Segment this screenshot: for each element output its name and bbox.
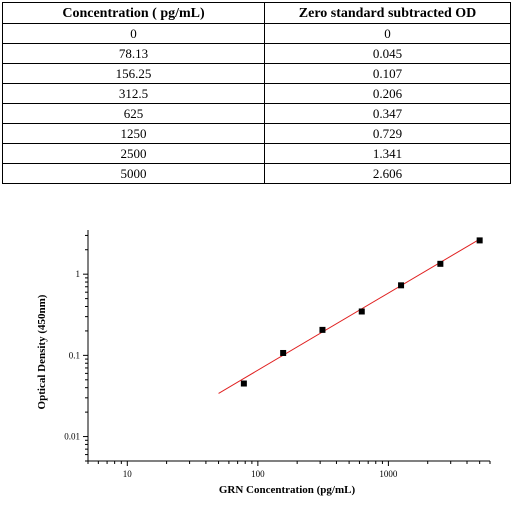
header-od: Zero standard subtracted OD <box>264 2 511 24</box>
cell-concentration: 78.13 <box>2 43 265 64</box>
axes: 10 100 1000 0.01 0.1 1 <box>64 230 491 479</box>
cell-od: 0.107 <box>264 63 511 84</box>
cell-od: 0 <box>264 23 511 44</box>
cell-od: 0.729 <box>264 123 511 144</box>
cell-concentration: 312.5 <box>2 83 265 104</box>
cell-od: 1.341 <box>264 143 511 164</box>
data-point <box>476 237 483 244</box>
y-tick-label: 0.01 <box>64 432 80 442</box>
cell-od: 2.606 <box>264 163 511 184</box>
table-header-row: Concentration ( pg/mL) Zero standard sub… <box>2 2 511 24</box>
x-tick-label: 1000 <box>379 469 398 479</box>
table-row: 78.13 0.045 <box>2 43 511 64</box>
table-row: 5000 2.606 <box>2 163 511 184</box>
cell-od: 0.206 <box>264 83 511 104</box>
data-point <box>437 260 444 267</box>
y-tick-label: 1 <box>76 269 81 279</box>
header-concentration: Concentration ( pg/mL) <box>2 2 265 24</box>
table-row: 156.25 0.107 <box>2 63 511 84</box>
table-row: 1250 0.729 <box>2 123 511 144</box>
data-point <box>398 282 405 289</box>
data-point <box>319 326 326 333</box>
x-tick-label: 10 <box>123 469 133 479</box>
standards-table: Concentration ( pg/mL) Zero standard sub… <box>2 2 511 184</box>
cell-concentration: 2500 <box>2 143 265 164</box>
data-point <box>358 308 365 315</box>
cell-concentration: 156.25 <box>2 63 265 84</box>
y-tick-label: 0.1 <box>69 350 80 360</box>
table-row: 2500 1.341 <box>2 143 511 164</box>
x-axis-title: GRN Concentration (pg/mL) <box>219 484 356 496</box>
cell-concentration: 625 <box>2 103 265 124</box>
table-row: 625 0.347 <box>2 103 511 124</box>
data-points <box>240 237 483 387</box>
chart-svg: 10 100 1000 0.01 0.1 1 GRN Concentration (pg/… <box>36 230 491 496</box>
cell-od: 0.045 <box>264 43 511 64</box>
cell-concentration: 1250 <box>2 123 265 144</box>
data-point <box>280 349 287 356</box>
fit-line <box>218 238 480 394</box>
y-axis-title: Optical Density (450nm) <box>36 294 48 409</box>
x-tick-label: 100 <box>251 469 265 479</box>
table-row: 312.5 0.206 <box>2 83 511 104</box>
cell-concentration: 5000 <box>2 163 265 184</box>
cell-concentration: 0 <box>2 23 265 44</box>
fit-line-group <box>218 238 480 394</box>
cell-od: 0.347 <box>264 103 511 124</box>
data-point <box>240 380 247 387</box>
standard-curve-chart: 10 100 1000 0.01 0.1 1 GRN Concentration (pg/… <box>0 200 516 518</box>
